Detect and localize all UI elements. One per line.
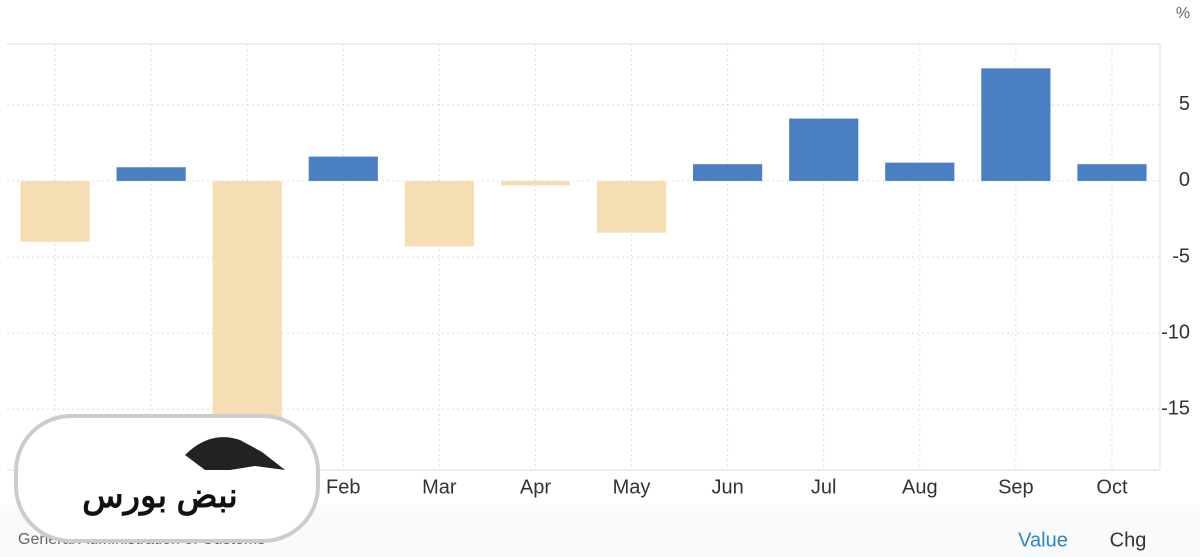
- bar: [1077, 164, 1147, 181]
- unit-label: %: [1176, 5, 1190, 22]
- watermark-text: نبض بورس: [82, 477, 238, 516]
- plot: -15-10-505NovDecJanFebMarAprMayJunJulAug…: [7, 43, 1190, 498]
- x-tick-label: Oct: [1096, 476, 1128, 498]
- y-tick-label: -15: [1161, 397, 1190, 419]
- x-tick-label: Jul: [811, 476, 837, 498]
- x-tick-label: Apr: [520, 476, 551, 498]
- bar: [885, 162, 955, 181]
- x-tick-label: Aug: [902, 476, 938, 498]
- y-tick-label: -5: [1172, 245, 1190, 267]
- bar: [500, 180, 571, 186]
- x-tick-label: May: [613, 476, 651, 498]
- bar: [404, 180, 474, 247]
- watermark: نبض بورس: [14, 414, 320, 543]
- y-tick-label: 5: [1179, 93, 1190, 115]
- bar: [212, 180, 282, 431]
- bar: [789, 118, 859, 181]
- y-tick-label: -10: [1161, 321, 1190, 343]
- x-tick-label: Mar: [422, 476, 457, 498]
- bar: [981, 68, 1051, 181]
- x-tick-label: Sep: [998, 476, 1034, 498]
- value-button[interactable]: Value: [1018, 529, 1068, 551]
- bar: [116, 167, 186, 181]
- x-tick-label: Feb: [326, 476, 360, 498]
- x-tick-label: Jun: [712, 476, 744, 498]
- chg-button[interactable]: Chg: [1110, 529, 1147, 551]
- bar: [20, 180, 90, 242]
- bar: [596, 180, 667, 233]
- bar: [693, 164, 763, 181]
- bar: [308, 156, 378, 181]
- y-tick-label: 0: [1179, 169, 1190, 191]
- bull-icon: [185, 437, 285, 470]
